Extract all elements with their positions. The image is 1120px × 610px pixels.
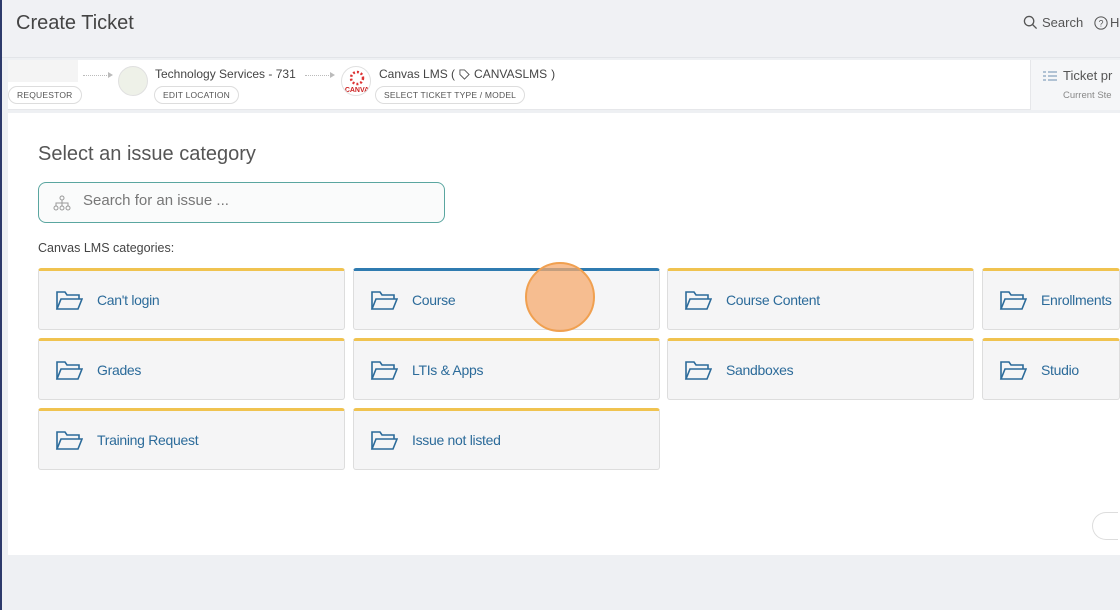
folder-icon <box>684 361 712 380</box>
page-title: Create Ticket <box>16 12 134 34</box>
category-panel: Select an issue category Canvas LMS cate… <box>8 113 1120 555</box>
scroll-button[interactable] <box>1092 512 1118 540</box>
location-name: Technology Services - 731 <box>155 67 296 81</box>
requestor-placeholder <box>8 60 78 82</box>
search-label: Search <box>1042 15 1084 30</box>
requestor-button[interactable]: REQUESTOR <box>8 86 82 104</box>
folder-icon <box>55 291 83 310</box>
type-name: Canvas LMS ( <box>379 67 456 81</box>
category-tile[interactable]: Enrollments <box>982 268 1120 330</box>
category-label: Enrollments <box>1041 292 1112 308</box>
svg-text:CANVA: CANVA <box>345 87 369 94</box>
folder-icon <box>55 361 83 380</box>
header-search-button[interactable]: Search <box>1023 15 1083 30</box>
select-ticket-type-button[interactable]: SELECT TICKET TYPE / MODEL <box>375 86 526 104</box>
category-tile[interactable]: Course Content <box>667 268 974 330</box>
categories-label: Canvas LMS categories: <box>38 241 175 255</box>
search-icon <box>1023 15 1038 30</box>
edit-location-button[interactable]: EDIT LOCATION <box>154 86 239 104</box>
folder-icon <box>370 291 398 310</box>
category-tile[interactable]: Course <box>353 268 660 330</box>
category-label: Training Request <box>97 432 199 448</box>
progress-title: Ticket pr <box>1063 68 1113 83</box>
type-tag: CANVASLMS <box>474 67 548 81</box>
folder-icon <box>55 431 83 450</box>
category-label: Studio <box>1041 362 1079 378</box>
canvas-logo: CANVA <box>341 66 371 96</box>
folder-icon <box>370 431 398 450</box>
breadcrumb: REQUESTOR Technology Services - 731 EDIT… <box>8 60 1030 110</box>
category-label: Can't login <box>97 292 160 308</box>
category-label: Issue not listed <box>412 432 501 448</box>
category-label: Course Content <box>726 292 820 308</box>
hierarchy-icon <box>53 195 71 211</box>
issue-search-field[interactable] <box>38 182 445 223</box>
arrow-icon <box>83 72 113 78</box>
category-label: Sandboxes <box>726 362 794 378</box>
tag-icon <box>459 68 470 80</box>
category-tile[interactable]: Sandboxes <box>667 338 974 400</box>
help-icon: ? <box>1094 15 1108 30</box>
header-help-button[interactable]: ? H <box>1094 15 1119 30</box>
location-logo <box>118 66 148 96</box>
folder-icon <box>999 361 1027 380</box>
category-label: LTIs & Apps <box>412 362 484 378</box>
category-label: Grades <box>97 362 142 378</box>
folder-icon <box>370 361 398 380</box>
section-heading: Select an issue category <box>38 143 256 165</box>
category-tile[interactable]: Issue not listed <box>353 408 660 470</box>
window-edge <box>0 0 2 610</box>
folder-icon <box>999 291 1027 310</box>
category-tile[interactable]: Can't login <box>38 268 345 330</box>
help-label: H <box>1110 15 1120 30</box>
click-indicator <box>525 262 595 332</box>
arrow-icon <box>305 72 335 78</box>
page-header: Create Ticket Search ? H <box>0 0 1120 58</box>
category-label: Course <box>412 292 456 308</box>
svg-text:?: ? <box>1099 18 1104 28</box>
issue-search-input[interactable] <box>83 192 423 209</box>
ticket-type-name: Canvas LMS ( CANVASLMS ) <box>379 67 555 81</box>
category-tile[interactable]: Studio <box>982 338 1120 400</box>
checklist-icon <box>1043 71 1057 81</box>
progress-subtitle: Current Ste <box>1063 90 1112 101</box>
folder-icon <box>684 291 712 310</box>
ticket-progress-panel[interactable]: Ticket pr Current Ste <box>1030 60 1120 110</box>
category-tile[interactable]: Grades <box>38 338 345 400</box>
type-suffix: ) <box>551 67 556 81</box>
category-tile[interactable]: LTIs & Apps <box>353 338 660 400</box>
category-tile[interactable]: Training Request <box>38 408 345 470</box>
